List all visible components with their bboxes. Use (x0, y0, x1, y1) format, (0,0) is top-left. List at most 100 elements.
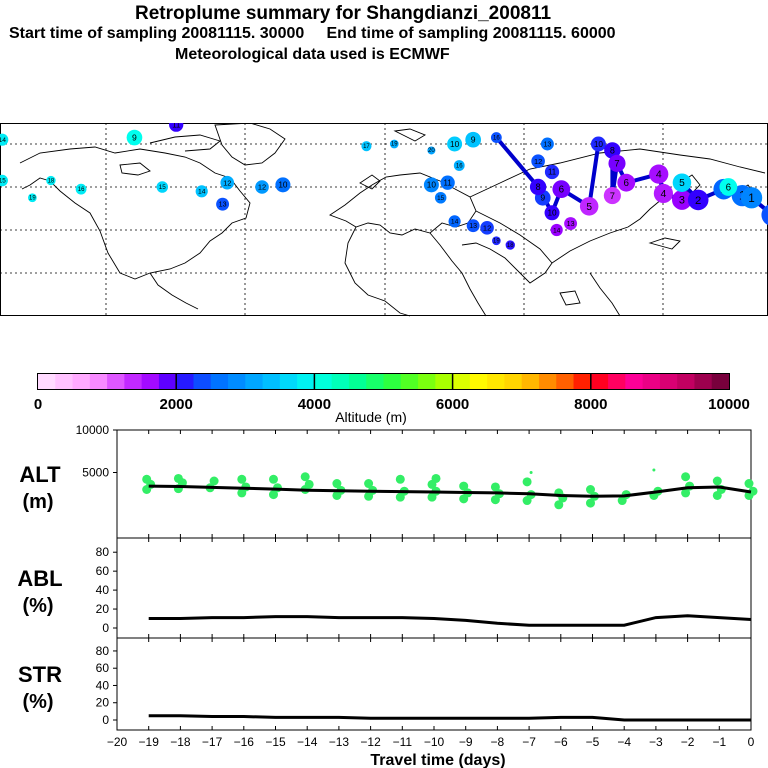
colorbar-tick-label: 6000 (436, 396, 469, 413)
y-tick-label: 40 (96, 678, 110, 692)
plume-marker (544, 205, 560, 221)
plume-marker (220, 175, 235, 190)
plume-marker (579, 197, 599, 216)
plume-marker (608, 154, 626, 172)
x-tick-label: −20 (107, 735, 128, 749)
y-tick-label: 80 (96, 545, 110, 559)
y-tick-label: 40 (96, 583, 110, 597)
plume-altitude-point (522, 477, 532, 487)
colorbar-tick-label: 2000 (160, 396, 193, 413)
colorbar-cell (573, 374, 592, 389)
plume-marker (740, 187, 763, 209)
y-axis-unit: (%) (22, 595, 53, 617)
plume-marker-label: 10 (427, 181, 437, 190)
plume-marker-label: 15 (0, 178, 6, 185)
plume-altitude-point (237, 474, 247, 484)
plume-marker (529, 178, 547, 196)
x-tick-label: −3 (649, 735, 663, 749)
mean-series-line (148, 714, 751, 722)
abl-panel: 0 20 40 60 80 ABL (%) (17, 537, 752, 639)
plume-marker-label: 12 (223, 178, 231, 187)
plume-altitude-point (173, 473, 183, 483)
colorbar-cell (659, 374, 678, 389)
plume-marker-label: 6 (559, 185, 565, 196)
str-panel: 0 20 40 60 80 STR (%) (18, 637, 752, 731)
plume-marker-label: 5 (679, 178, 685, 189)
x-tick-label: −13 (329, 735, 350, 749)
plume-marker-label: 12 (483, 223, 491, 232)
plume-marker-label: 15 (159, 184, 167, 191)
colorbar-cell (55, 374, 74, 389)
plume-marker-label: 9 (540, 193, 545, 203)
plume-marker (672, 173, 692, 192)
x-tick-label: −15 (265, 735, 286, 749)
plume-altitude-point (652, 468, 656, 472)
plume-marker-label: 20 (428, 148, 435, 154)
plume-altitude-point (304, 479, 314, 489)
y-tick-label: 5000 (82, 466, 109, 480)
plume-altitude-point (332, 479, 342, 489)
colorbar-cell (331, 374, 350, 389)
colorbar-cell (608, 374, 626, 389)
plume-altitude-point (712, 476, 722, 486)
colorbar-title: Altitude (m) (335, 409, 407, 425)
plume-altitude-point (209, 476, 219, 486)
altitude-colorbar: 0 2000 4000 6000 8000 10000 Altitude (m) (34, 373, 750, 425)
x-tick-label: −11 (393, 735, 413, 749)
plume-marker (0, 174, 8, 187)
plume-marker (490, 132, 502, 143)
plume-altitude-point (681, 472, 691, 482)
plume-marker (75, 183, 87, 195)
plume-marker-label: 16 (493, 136, 500, 142)
plume-marker-label: 19 (391, 142, 398, 148)
colorbar-cell (590, 374, 609, 389)
y-axis-label: ABL (17, 566, 62, 591)
mean-series-line (148, 614, 752, 627)
plume-marker (448, 215, 461, 228)
x-tick-label: −10 (424, 735, 445, 749)
plume-marker (552, 180, 571, 199)
plume-altitude-point (431, 473, 441, 483)
colorbar-cell (504, 374, 523, 389)
plume-marker (649, 164, 669, 184)
colorbar-tick-label: 4000 (298, 396, 331, 413)
y-tick-label: 0 (102, 621, 109, 635)
plume-marker (466, 219, 480, 233)
colorbar-cell (141, 374, 160, 389)
colorbar-cell (348, 374, 367, 389)
x-tick-label: −6 (554, 735, 568, 749)
plume-marker (28, 193, 37, 203)
plume-altitude-point (681, 488, 691, 498)
colorbar-tick-label: 10000 (708, 396, 750, 413)
x-axis: −20 −19 −18 −17 −16 −15 −14 −13 −12 −11 −10 −9 −8 −7−… (107, 735, 755, 749)
plume-marker (216, 197, 230, 211)
plume-marker (255, 180, 269, 194)
colorbar-cell (262, 374, 281, 389)
plume-marker-label: 12 (258, 183, 266, 192)
plume-marker-label: 7 (614, 158, 619, 169)
plume-marker-label: 19 (29, 195, 36, 201)
plume-marker (0, 133, 9, 146)
colorbar-cell (469, 374, 488, 389)
plume-marker-label: 8 (536, 182, 541, 192)
plume-marker-label: 13 (219, 201, 227, 209)
plume-marker-label: 6 (726, 182, 732, 193)
colorbar-cell (228, 374, 246, 389)
x-tick-label: −2 (681, 735, 695, 749)
colorbar-cell (366, 374, 385, 389)
plume-altitude-point (142, 474, 152, 484)
colorbar-cell (487, 374, 506, 389)
colorbar-cells (38, 374, 730, 389)
plume-marker (440, 175, 455, 190)
colorbar-cell (711, 374, 730, 389)
plume-altitude-point (554, 500, 564, 510)
plume-altitude-point (300, 472, 310, 482)
y-tick-label: 60 (96, 661, 110, 675)
plume-marker-label: 14 (198, 189, 206, 196)
plume-marker (540, 137, 554, 151)
colorbar-cell (556, 374, 575, 389)
plume-marker (719, 178, 738, 196)
plume-marker (447, 136, 463, 152)
plume-marker-label: 16 (78, 187, 85, 193)
colorbar-cell (383, 374, 402, 389)
